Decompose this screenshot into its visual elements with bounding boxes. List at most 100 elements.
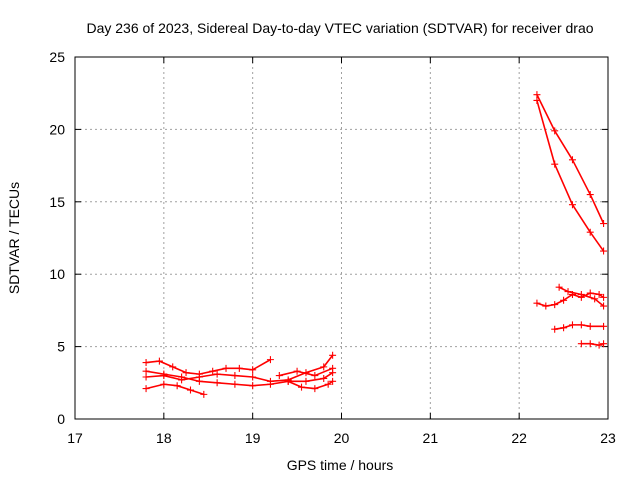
data-point <box>568 156 576 164</box>
data-point <box>560 296 568 304</box>
data-point <box>266 380 274 388</box>
data-point <box>600 220 608 228</box>
data-point <box>600 247 608 255</box>
data-point <box>222 364 230 372</box>
data-point <box>213 370 221 378</box>
data-point <box>600 302 608 310</box>
data-point <box>173 382 181 390</box>
data-point <box>586 191 594 199</box>
data-point <box>231 372 239 380</box>
data-point <box>235 364 243 372</box>
data-point <box>249 382 257 390</box>
data-point <box>266 356 274 364</box>
data-point <box>577 290 585 298</box>
data-point <box>249 373 257 381</box>
data-point <box>533 96 541 104</box>
series-arc-8 <box>533 96 608 255</box>
data-point <box>564 288 572 296</box>
data-point <box>275 372 283 380</box>
data-point <box>533 299 541 307</box>
series-arc-6 <box>275 364 337 380</box>
series-arc-3 <box>142 380 208 398</box>
data-point <box>155 357 163 365</box>
data-point <box>311 372 319 380</box>
series-arc-10 <box>555 283 608 310</box>
data-point <box>320 374 328 382</box>
data-point <box>568 201 576 209</box>
y-tick-label: 20 <box>49 121 65 137</box>
data-point <box>142 385 150 393</box>
data-point <box>329 377 337 385</box>
x-tick-label: 17 <box>67 430 83 446</box>
y-tick-label: 15 <box>49 194 65 210</box>
data-point <box>568 321 576 329</box>
data-point <box>209 367 217 375</box>
data-point <box>577 340 585 348</box>
data-point <box>551 325 559 333</box>
series-arc-5 <box>284 377 337 393</box>
series-line <box>145 358 272 375</box>
data-point <box>600 322 608 330</box>
x-tick-label: 19 <box>245 430 261 446</box>
data-series <box>142 91 608 398</box>
data-point <box>298 383 306 391</box>
x-tick-label: 23 <box>600 430 616 446</box>
x-tick-label: 18 <box>156 430 172 446</box>
data-point <box>160 380 168 388</box>
data-point <box>320 363 328 371</box>
data-point <box>329 364 337 372</box>
data-point <box>284 377 292 385</box>
data-point <box>178 373 186 381</box>
axis-ticks: 17 18 19 20 21 22 23 0 5 10 15 20 25 <box>49 49 616 446</box>
data-point <box>600 340 608 348</box>
x-tick-label: 21 <box>423 430 439 446</box>
data-point <box>249 366 257 374</box>
data-point <box>231 380 239 388</box>
series-line <box>580 342 605 346</box>
x-tick-label: 22 <box>511 430 527 446</box>
series-arc-4 <box>142 367 337 390</box>
data-point <box>200 390 208 398</box>
series-arc-11 <box>551 321 608 333</box>
series-line <box>553 324 605 331</box>
grid-lines <box>75 57 608 419</box>
series-arc-12 <box>577 340 608 349</box>
data-point <box>186 386 194 394</box>
data-point <box>182 369 190 377</box>
series-arc-1 <box>142 356 274 378</box>
data-point <box>324 380 332 388</box>
series-arc-9 <box>533 289 608 310</box>
series-line <box>145 354 334 383</box>
series-arc-7 <box>533 91 608 228</box>
data-point <box>160 370 168 378</box>
data-point <box>551 301 559 309</box>
data-point <box>293 367 301 375</box>
x-axis-title: GPS time / hours <box>287 457 394 473</box>
data-point <box>555 283 563 291</box>
data-point <box>329 351 337 359</box>
data-point <box>591 295 599 303</box>
data-point <box>600 293 608 301</box>
y-axis-title: SDTVAR / TECUs <box>6 182 22 294</box>
data-point <box>560 324 568 332</box>
data-point <box>595 341 603 349</box>
data-point <box>302 377 310 385</box>
y-tick-label: 10 <box>49 266 65 282</box>
y-tick-label: 25 <box>49 49 65 65</box>
y-tick-label: 0 <box>57 411 65 427</box>
data-point <box>169 363 177 371</box>
data-point <box>586 228 594 236</box>
data-point <box>542 302 550 310</box>
data-point <box>586 289 594 297</box>
data-point <box>577 321 585 329</box>
data-point <box>195 377 203 385</box>
data-point <box>586 322 594 330</box>
series-line <box>287 380 334 390</box>
data-point <box>551 160 559 168</box>
data-point <box>213 379 221 387</box>
series-line <box>536 99 605 252</box>
data-point <box>586 340 594 348</box>
data-point <box>551 127 559 135</box>
y-tick-label: 5 <box>57 339 65 355</box>
